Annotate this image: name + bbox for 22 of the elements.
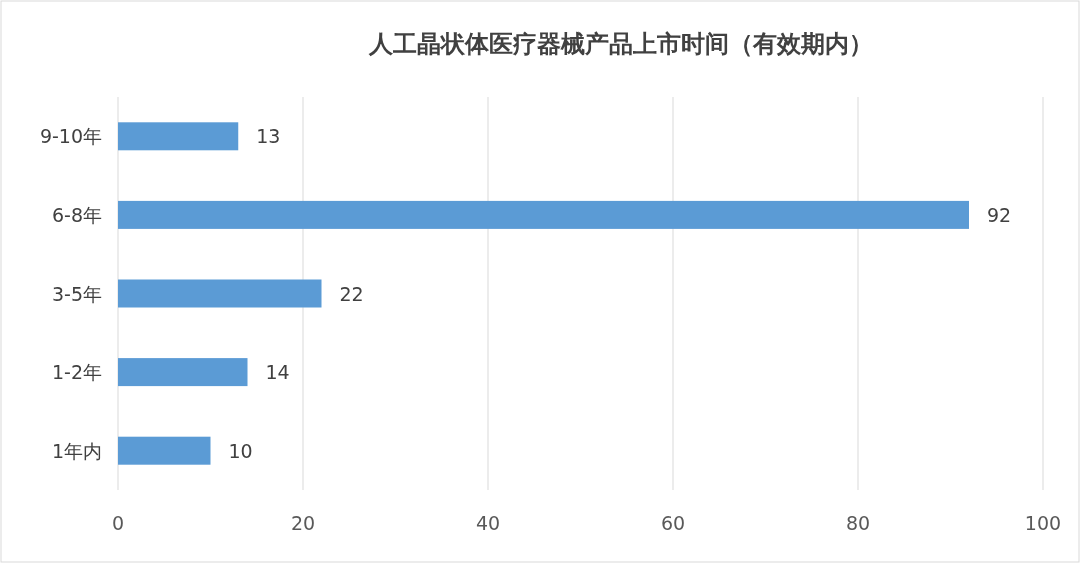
bar: [118, 200, 969, 229]
y-tick-label: 1-2年: [51, 361, 102, 384]
x-tick-label: 60: [660, 512, 686, 534]
data-label: 22: [339, 282, 364, 305]
data-label: 10: [228, 439, 253, 462]
x-tick-label: 80: [845, 512, 871, 534]
y-tick-label: 1年内: [51, 439, 102, 462]
x-tick-label: 100: [1024, 512, 1062, 534]
data-label: 92: [987, 203, 1012, 226]
data-label: 14: [265, 361, 290, 384]
bar: [118, 122, 239, 151]
data-label: 13: [256, 125, 281, 148]
bar: [118, 436, 211, 465]
x-tick-label: 20: [290, 512, 316, 534]
chart-title: 人工晶状体医疗器械产品上市时间（有效期内）: [367, 30, 873, 58]
x-tick-label: 40: [475, 512, 501, 534]
y-tick-label: 9-10年: [39, 125, 102, 148]
bar: [118, 279, 322, 308]
bar: [118, 358, 248, 387]
y-tick-label: 3-5年: [51, 282, 102, 305]
y-tick-label: 6-8年: [51, 203, 102, 226]
x-tick-label: 0: [111, 512, 125, 534]
